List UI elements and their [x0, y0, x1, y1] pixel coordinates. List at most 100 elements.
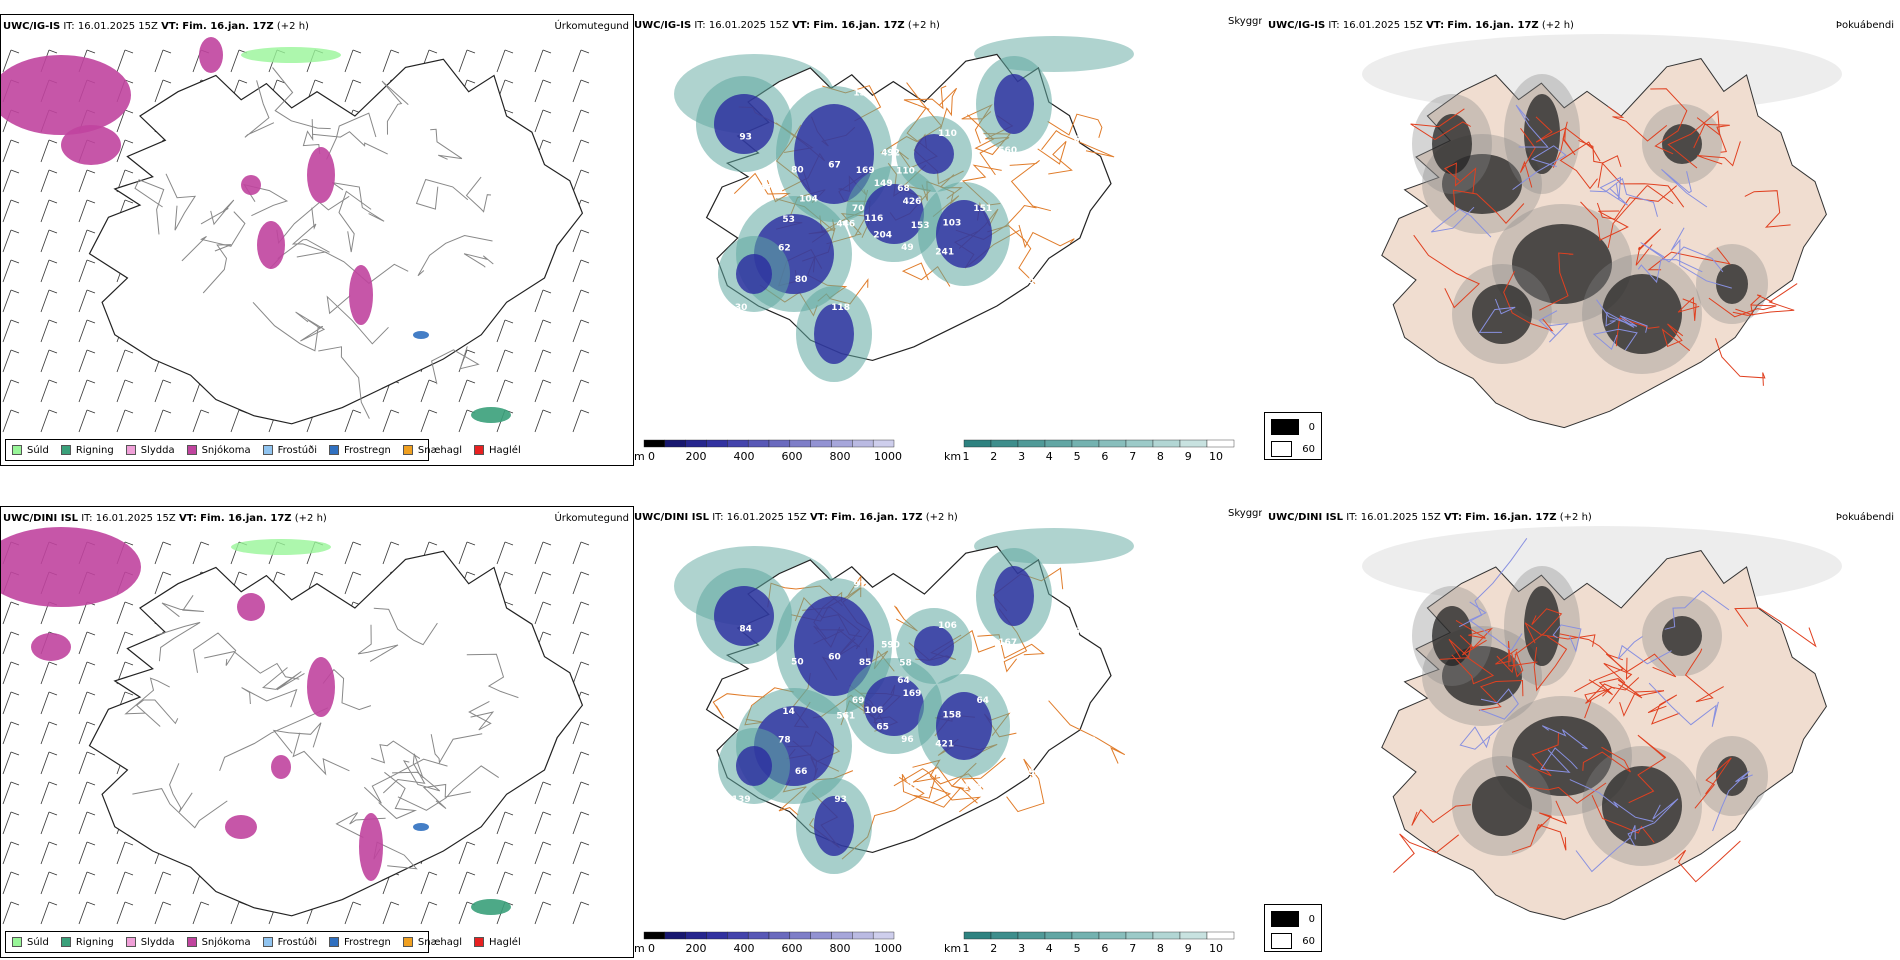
road [1455, 619, 1494, 649]
snow-area [1, 527, 141, 607]
wind-barb [40, 691, 58, 715]
cloud-base-label: 103 [784, 86, 803, 96]
legend-label: Snjókoma [201, 936, 251, 948]
road [371, 740, 421, 764]
wind-barb [2, 139, 20, 163]
colorbar-cell [664, 439, 686, 448]
cloud-base-label: 84 [739, 625, 752, 635]
wind-barb [572, 79, 590, 103]
wind-barb [40, 319, 58, 343]
fog-index-map [1362, 526, 1842, 921]
legend-swatch [402, 445, 413, 455]
wind-barb [344, 49, 362, 73]
cloud-base-label: 60 [828, 652, 841, 662]
river [1617, 636, 1672, 665]
river [1599, 176, 1629, 206]
wind-barb [572, 721, 590, 745]
colorbar-cell [1179, 931, 1208, 940]
precipitation-map [1, 37, 590, 433]
colorbar-cell [789, 439, 811, 448]
cloud-base-label: 66 [795, 767, 808, 777]
river [1552, 624, 1582, 653]
cloud-base-label: 93 [834, 795, 847, 805]
road [326, 295, 389, 345]
cloud-base-label: 204 [873, 230, 892, 240]
wind-barb [572, 751, 590, 775]
colorbar-cell [685, 931, 707, 940]
precipitation-legend: Súld Rigning Slydda Snjókoma Frostúði Frostre… [5, 439, 521, 461]
valid-time-label: VT: [792, 20, 811, 31]
valid-time-value: Fim. 16.jan. 17Z [831, 512, 923, 523]
valid-time-label: VT: [1443, 512, 1462, 523]
road [422, 783, 471, 809]
colorbar-tick: 200 [686, 942, 707, 955]
road [241, 687, 298, 708]
road [1734, 607, 1817, 648]
wind-barb [572, 871, 590, 895]
cloud-base-label: 62 [778, 244, 791, 254]
wind-barb [534, 409, 552, 433]
wind-barb [40, 811, 58, 835]
river [1468, 601, 1523, 652]
colorbar-cell [747, 931, 770, 940]
road [466, 653, 519, 699]
legend-swatch [186, 445, 197, 455]
road [124, 677, 170, 715]
road [318, 346, 370, 419]
road [417, 234, 493, 277]
snow-area [257, 221, 285, 269]
legend-swatch [262, 445, 273, 455]
wind-barb [2, 661, 20, 685]
wind-barb [572, 229, 590, 253]
cloud-base-label: 93 [1028, 768, 1041, 778]
cloud-base-label: 85 [859, 658, 872, 668]
colorbar-cell [831, 931, 853, 940]
river [1640, 242, 1724, 273]
wind-barb [572, 289, 590, 313]
wind-barb [116, 631, 134, 655]
cloud-base-area [814, 796, 854, 856]
road [1393, 833, 1460, 873]
wind-barb [78, 721, 96, 745]
legend-label: Snjókoma [201, 444, 251, 456]
colorbar-unit: m [634, 450, 645, 463]
cloud-base-label: 110 [896, 167, 915, 177]
wind-barb [40, 871, 58, 895]
river [1542, 725, 1588, 750]
colorbar-cell [727, 439, 749, 448]
road [903, 85, 947, 110]
fog-area [1472, 776, 1532, 836]
cloud-base-label: 647 [753, 184, 772, 194]
cloud-base-label: 158 [943, 710, 962, 720]
cloud-base-label: 49 [901, 243, 914, 253]
legend-item: Frostregn [329, 937, 391, 948]
precipitation-type-panel: UWC/IG-IS IT: 16.01.2025 15Z VT: Fim. 16… [0, 14, 634, 466]
legend-item: Rigning [60, 937, 114, 948]
legend-item: Rigning [60, 445, 114, 456]
valid-time-value: Fim. 16.jan. 17Z [200, 513, 292, 524]
cloud-base-label: 68 [897, 184, 910, 194]
cloud-base-label: 74 [966, 291, 979, 301]
road [335, 812, 386, 838]
wind-barb [40, 259, 58, 283]
wind-barb [2, 751, 20, 775]
colorbar-cell [1098, 439, 1127, 448]
road [1588, 678, 1643, 699]
colorbar-tick: 600 [782, 942, 803, 955]
colorbar-unit: m [634, 942, 645, 955]
colorbar-tick: 6 [1101, 450, 1108, 463]
road [378, 771, 418, 820]
road [165, 173, 197, 231]
wind-barb [534, 49, 552, 73]
wind-barb [192, 409, 210, 433]
forecast-row: UWC/DINI ISL IT: 16.01.2025 15Z VT: Fim.… [0, 492, 1900, 958]
fog-area [1432, 114, 1472, 174]
legend-item: Frostúði [262, 445, 317, 456]
colorbar-unit: km [944, 942, 961, 955]
road [1047, 113, 1103, 138]
road [202, 244, 232, 294]
wind-barb [496, 541, 514, 565]
colorbar-cell [1125, 439, 1154, 448]
panel-title: Skyggni [1228, 16, 1268, 27]
wind-barb [496, 841, 514, 865]
